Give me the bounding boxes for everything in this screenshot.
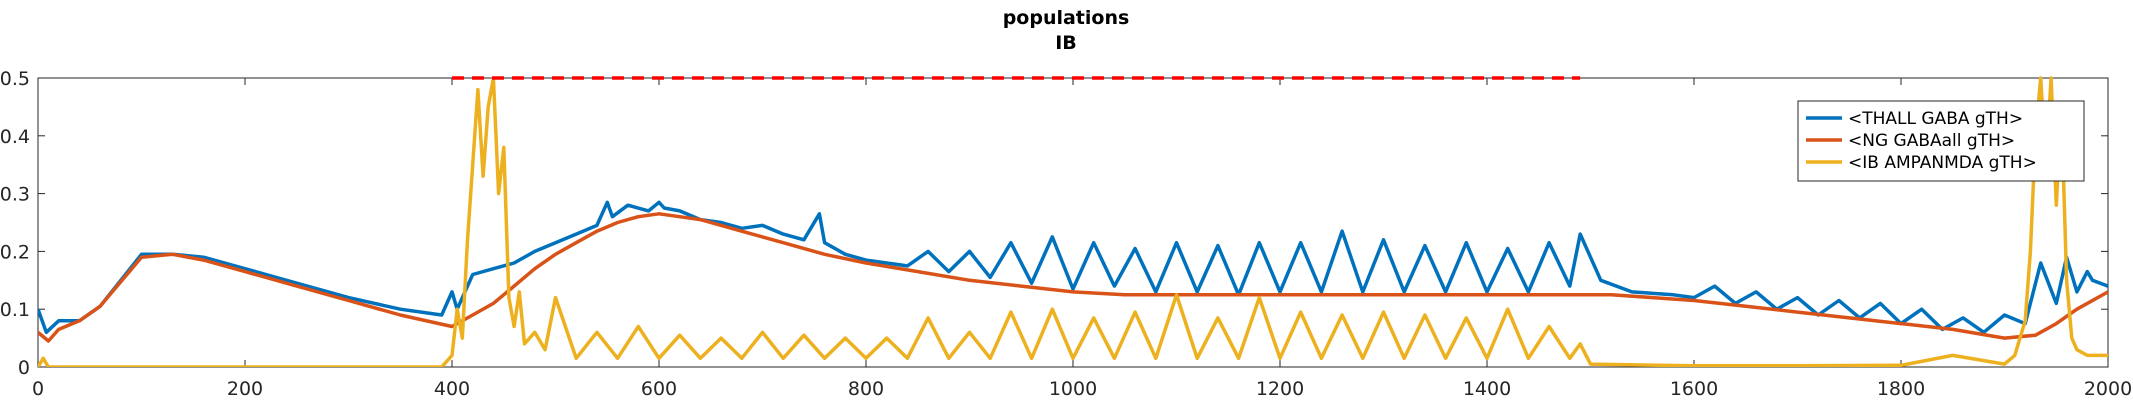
x-tick-label: 1600 [1670,378,1718,400]
y-tick-label: 0.4 [0,126,30,148]
x-tick-label: 2000 [2084,378,2132,400]
chart-subtitle: IB [1055,32,1077,54]
plot-area: 0 200 400 600 800 1000 1200 1400 1600 1800 2000 0 0.… [0,68,2132,400]
x-tick-label: 1000 [1049,378,1097,400]
x-tick-label: 800 [848,378,884,400]
y-tick-label: 0.2 [0,241,30,263]
series-line-3 [38,76,2108,367]
legend-label-2: <NG GABAall gTH> [1848,131,2015,151]
x-tick-label: 0 [32,378,44,400]
legend-label-1: <THALL GABA gTH> [1848,109,2023,129]
x-tick-label: 200 [227,378,263,400]
legend-box [1797,100,2085,182]
y-tick-label: 0.1 [0,299,30,321]
x-tick-label: 1200 [1256,378,1304,400]
series-line-2 [38,212,2108,343]
y-tick-label: 0 [18,357,30,379]
chart-title: populations [1003,7,1130,29]
x-tick-label: 400 [434,378,470,400]
y-tick-label: 0.5 [0,68,30,90]
data-group [38,76,2108,367]
x-tick-label: 1800 [1877,378,1925,400]
x-tick-label: 600 [641,378,677,400]
legend-label-3: <IB AMPANMDA gTH> [1848,153,2037,173]
y-tick-label: 0.3 [0,184,30,206]
x-tick-label: 1400 [1463,378,1511,400]
